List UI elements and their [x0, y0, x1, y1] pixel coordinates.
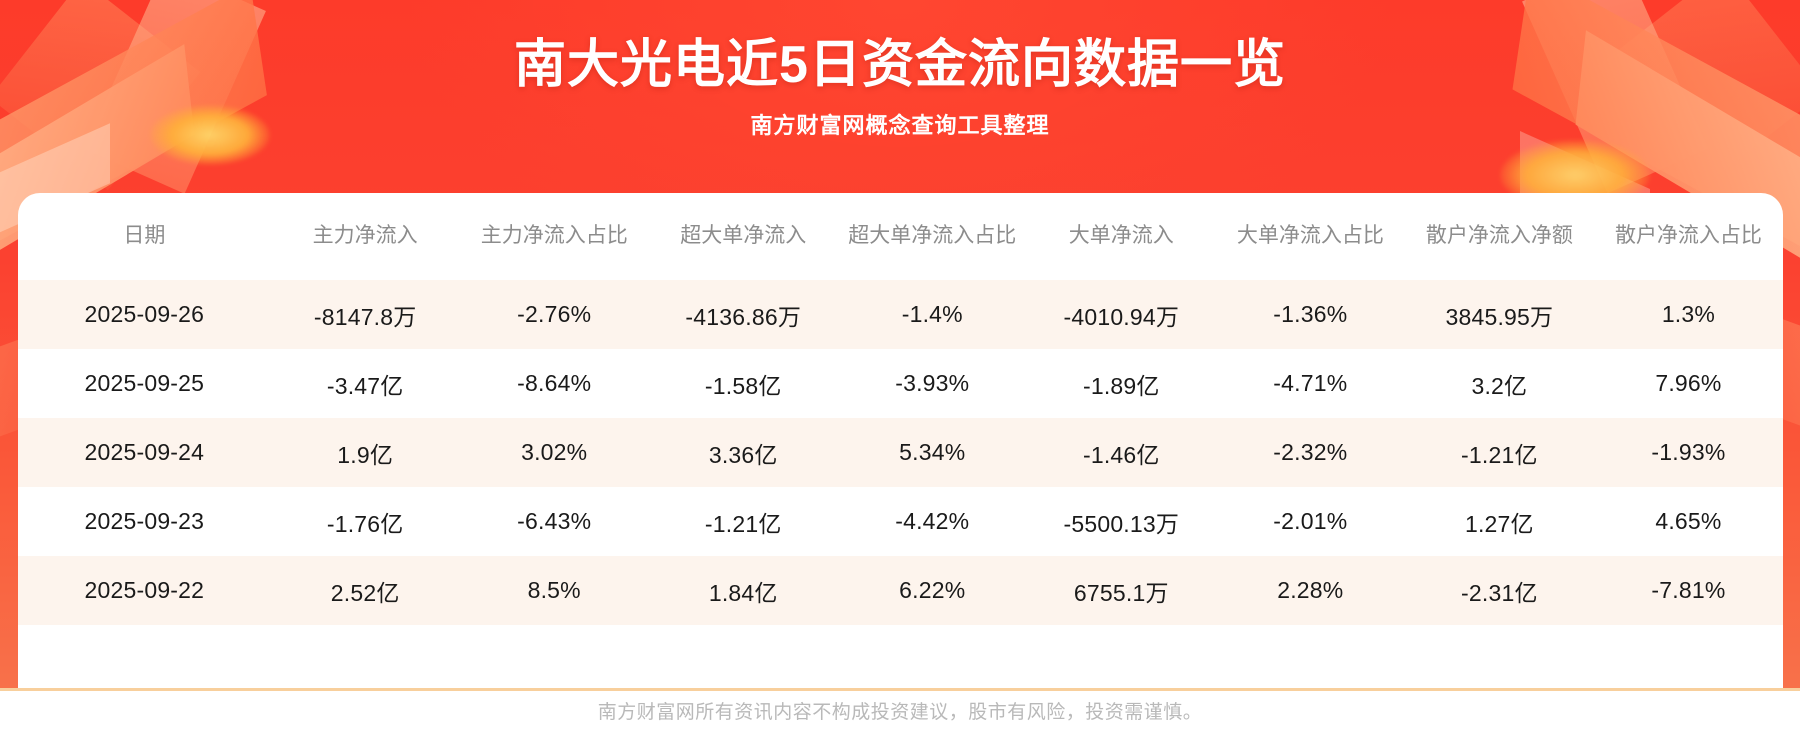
cell-lg-pct: -1.36%	[1273, 301, 1348, 327]
cell-retail-pct: 7.96%	[1655, 370, 1722, 396]
cell-main-net: 1.9亿	[337, 441, 394, 468]
table-row: 2025-09-26 -8147.8万 -2.76% -4136.86万 -1.…	[18, 280, 1783, 349]
col-header-main-net: 主力净流入	[312, 224, 418, 248]
cell-date: 2025-09-25	[84, 370, 205, 396]
col-header-retail-net: 散户净流入净额	[1425, 224, 1573, 248]
col-header-retail-pct: 散户净流入占比	[1614, 224, 1762, 248]
cell-xl-net: -4136.86万	[685, 303, 802, 330]
col-header-xl-net: 超大单净流入	[680, 224, 807, 248]
cell-retail-net: -1.21亿	[1461, 441, 1538, 468]
cell-lg-net: -1.46亿	[1082, 441, 1160, 468]
cell-retail-pct: -1.93%	[1651, 439, 1726, 465]
cell-lg-pct: -4.71%	[1273, 370, 1348, 396]
decor-glow-left	[150, 105, 270, 165]
cell-date: 2025-09-26	[84, 301, 205, 327]
cell-lg-pct: -2.32%	[1273, 439, 1348, 465]
footer-divider	[0, 688, 1800, 691]
cell-main-net: -1.76亿	[326, 510, 404, 537]
cell-date: 2025-09-23	[84, 508, 205, 534]
cell-main-pct: -2.76%	[517, 301, 592, 327]
cell-main-pct: -8.64%	[517, 370, 592, 396]
cell-main-net: -8147.8万	[313, 303, 417, 330]
col-header-xl-pct: 超大单净流入占比	[848, 224, 1017, 248]
table-row: 2025-09-25 -3.47亿 -8.64% -1.58亿 -3.93% -…	[18, 349, 1783, 418]
cell-retail-net: -2.31亿	[1461, 579, 1538, 606]
cell-retail-pct: -7.81%	[1651, 577, 1726, 603]
cell-xl-net: 3.36亿	[708, 441, 778, 468]
cell-xl-pct: -1.4%	[901, 301, 963, 327]
cell-main-net: -3.47亿	[326, 372, 404, 399]
page-subtitle: 南方财富网概念查询工具整理	[750, 113, 1050, 138]
cell-lg-net: -4010.94万	[1063, 303, 1180, 330]
fund-flow-table: 日期 主力净流入 主力净流入占比 超大单净流入 超大单净流入占比 大单净流入 大…	[18, 193, 1783, 625]
cell-date: 2025-09-24	[84, 439, 205, 465]
table-row: 2025-09-24 1.9亿 3.02% 3.36亿 5.34% -1.46亿…	[18, 418, 1783, 487]
cell-lg-pct: -2.01%	[1273, 508, 1348, 534]
cell-xl-net: -1.21亿	[704, 510, 782, 537]
table-row: 2025-09-22 2.52亿 8.5% 1.84亿 6.22% 6755.1…	[18, 556, 1783, 625]
cell-retail-net: 3845.95万	[1445, 303, 1554, 330]
page-title: 南大光电近5日资金流向数据一览	[514, 36, 1286, 94]
cell-xl-net: -1.58亿	[704, 372, 782, 399]
cell-lg-net: -1.89亿	[1082, 372, 1160, 399]
cell-date: 2025-09-22	[84, 577, 205, 603]
table-body: 2025-09-26 -8147.8万 -2.76% -4136.86万 -1.…	[18, 280, 1783, 625]
cell-main-pct: -6.43%	[517, 508, 592, 534]
cell-xl-net: 1.84亿	[708, 579, 778, 606]
col-header-main-pct: 主力净流入占比	[480, 224, 628, 248]
cell-lg-net: 6755.1万	[1073, 579, 1169, 606]
cell-lg-pct: 2.28%	[1277, 577, 1344, 603]
table-row: 2025-09-23 -1.76亿 -6.43% -1.21亿 -4.42% -…	[18, 487, 1783, 556]
cell-retail-net: 3.2亿	[1471, 372, 1528, 399]
cell-retail-pct: 4.65%	[1655, 508, 1722, 534]
table-header-row: 日期 主力净流入 主力净流入占比 超大单净流入 超大单净流入占比 大单净流入 大…	[18, 193, 1783, 280]
cell-main-pct: 3.02%	[521, 439, 588, 465]
col-header-date: 日期	[123, 224, 166, 248]
col-header-lg-net: 大单净流入	[1068, 224, 1174, 248]
cell-xl-pct: -4.42%	[895, 508, 970, 534]
cell-xl-pct: 6.22%	[899, 577, 966, 603]
cell-lg-net: -5500.13万	[1063, 510, 1180, 537]
cell-main-pct: 8.5%	[527, 577, 581, 603]
cell-retail-pct: 1.3%	[1661, 301, 1716, 327]
table-header: 日期 主力净流入 主力净流入占比 超大单净流入 超大单净流入占比 大单净流入 大…	[18, 193, 1783, 280]
cell-xl-pct: 5.34%	[899, 439, 966, 465]
cell-xl-pct: -3.93%	[895, 370, 970, 396]
cell-retail-net: 1.27亿	[1464, 510, 1534, 537]
cell-main-net: 2.52亿	[330, 579, 400, 606]
data-card: 南方财富网 Southmoney.com 日期 主力净流入 主力净流入占比 超大…	[18, 193, 1783, 690]
col-header-lg-pct: 大单净流入占比	[1236, 224, 1384, 248]
disclaimer-text: 南方财富网所有资讯内容不构成投资建议，股市有风险，投资需谨慎。	[597, 702, 1203, 723]
